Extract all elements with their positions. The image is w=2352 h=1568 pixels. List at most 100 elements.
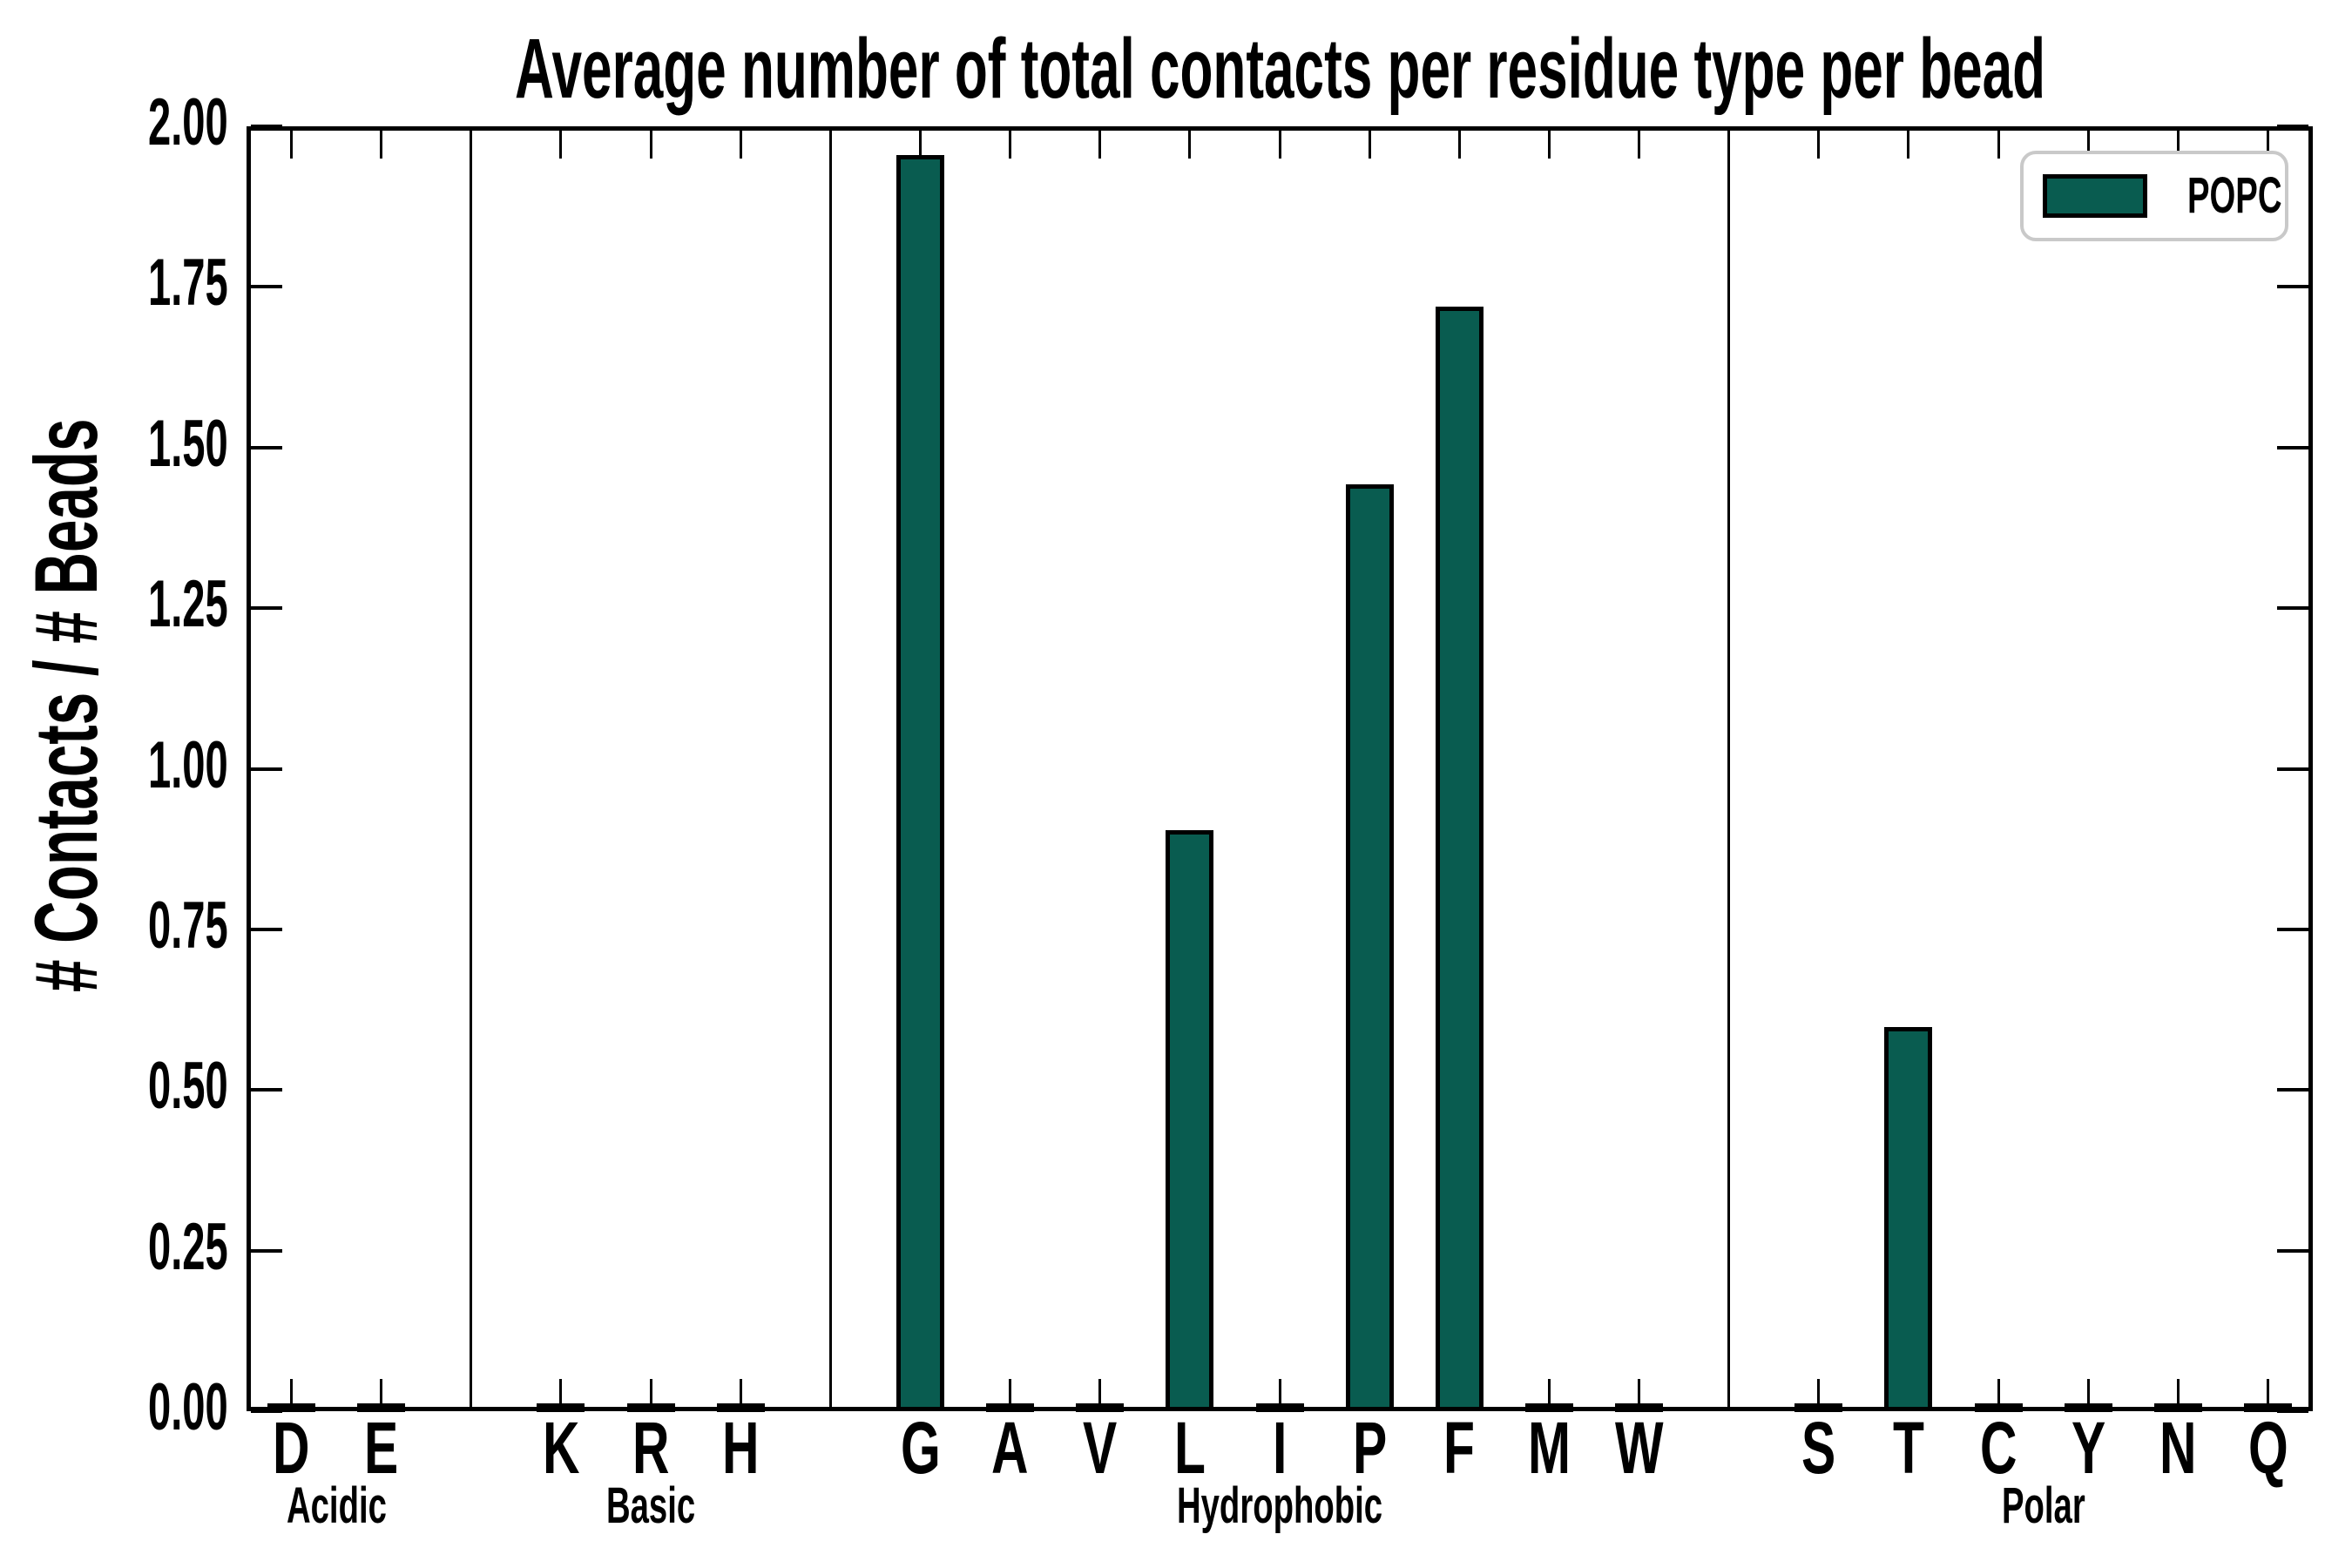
x-tick-mark-bottom-S [1817,1379,1821,1407]
y-tick-label-0.75: 0.75 [148,888,228,963]
bar-V [1076,1403,1125,1412]
bar-L [1166,830,1214,1411]
x-tick-mark-top-H [739,131,742,159]
bar-C [1974,1403,2023,1412]
x-tick-label-C: C [1979,1407,2017,1489]
legend-swatch [2043,174,2147,218]
x-tick-label-Q: Q [2247,1407,2288,1489]
x-tick-label-A: A [991,1407,1029,1489]
y-tick-label-1.50: 1.50 [148,406,228,481]
x-tick-mark-bottom-C [1997,1379,2000,1407]
y-tick-mark-left [251,927,282,931]
bar-D [267,1403,316,1412]
y-tick-mark-right [2277,606,2308,611]
group-separator-1 [828,131,832,1407]
x-tick-label-S: S [1801,1407,1836,1489]
x-tick-label-H: H [721,1407,760,1489]
x-tick-mark-bottom-I [1278,1379,1281,1407]
bar-F [1435,307,1484,1411]
y-tick-mark-left [251,1088,282,1092]
bar-H [716,1403,765,1412]
x-tick-mark-bottom-Q [2266,1379,2269,1407]
bar-Y [2064,1403,2112,1412]
x-tick-mark-bottom-N [2176,1379,2180,1407]
x-tick-mark-top-E [380,131,383,159]
y-axis-label: # Contacts / # Beads [17,418,116,993]
x-tick-label-W: W [1614,1407,1664,1489]
group-label-Polar: Polar [2001,1477,2085,1534]
x-tick-mark-top-P [1368,131,1371,159]
y-tick-mark-left [251,125,282,128]
x-tick-label-N: N [2159,1407,2197,1489]
y-tick-mark-right [2277,125,2308,128]
bar-I [1255,1403,1304,1412]
x-tick-label-Y: Y [2071,1407,2105,1489]
x-tick-mark-bottom-V [1098,1379,1102,1407]
y-tick-label-1.75: 1.75 [148,246,228,321]
x-tick-mark-bottom-E [380,1379,383,1407]
x-tick-mark-top-Y [2086,131,2090,159]
x-tick-mark-top-D [290,131,294,159]
bar-E [357,1403,406,1412]
group-label-Hydrophobic: Hydrophobic [1176,1477,1382,1534]
y-tick-label-1.00: 1.00 [148,727,228,802]
y-tick-label-2.00: 2.00 [148,85,228,159]
y-tick-mark-left [251,445,282,449]
x-tick-mark-top-T [1907,131,1910,159]
y-tick-mark-right [2277,1088,2308,1092]
y-tick-mark-left [251,285,282,289]
x-tick-mark-bottom-A [1009,1379,1012,1407]
x-tick-label-M: M [1527,1407,1571,1489]
y-tick-mark-right [2277,1409,2308,1413]
y-tick-mark-right [2277,1248,2308,1253]
bar-A [986,1403,1035,1412]
y-tick-mark-left [251,767,282,771]
x-tick-mark-top-L [1188,131,1192,159]
bar-Q [2243,1403,2292,1412]
x-tick-label-T: T [1893,1407,1924,1489]
x-tick-mark-top-W [1638,131,1641,159]
x-tick-mark-top-Q [2266,131,2269,159]
x-tick-mark-top-V [1098,131,1102,159]
x-tick-mark-top-G [918,131,922,159]
y-tick-label-1.25: 1.25 [148,567,228,642]
x-tick-label-E: E [364,1407,399,1489]
y-tick-mark-right [2277,285,2308,289]
bar-T [1884,1027,1933,1411]
legend-label: POPC [2187,167,2282,224]
x-tick-mark-bottom-R [649,1379,652,1407]
y-tick-mark-left [251,1409,282,1413]
y-tick-mark-right [2277,767,2308,771]
bar-S [1794,1403,1843,1412]
x-tick-label-I: I [1272,1407,1288,1489]
group-label-Acidic: Acidic [286,1477,387,1534]
x-tick-label-R: R [632,1407,670,1489]
group-separator-2 [1727,131,1731,1407]
x-tick-mark-top-N [2176,131,2180,159]
x-tick-mark-bottom-H [739,1379,742,1407]
x-tick-mark-top-K [559,131,563,159]
group-label-Basic: Basic [605,1477,696,1534]
y-tick-label-0.25: 0.25 [148,1209,228,1284]
bar-R [626,1403,675,1412]
y-tick-mark-right [2277,445,2308,449]
y-tick-label-0.00: 0.00 [148,1370,228,1444]
plot-area [247,126,2313,1411]
x-tick-mark-top-R [649,131,652,159]
x-tick-mark-top-F [1457,131,1461,159]
x-tick-label-L: L [1174,1407,1206,1489]
bar-N [2153,1403,2202,1412]
x-tick-label-P: P [1352,1407,1387,1489]
y-tick-mark-right [2277,927,2308,931]
x-tick-label-F: F [1443,1407,1476,1489]
x-tick-label-G: G [900,1407,941,1489]
bar-W [1615,1403,1664,1412]
legend-box: POPC [2020,151,2288,241]
x-tick-mark-bottom-D [290,1379,294,1407]
x-tick-mark-top-A [1009,131,1012,159]
group-separator-0 [470,131,473,1407]
x-tick-mark-bottom-Y [2086,1379,2090,1407]
bar-K [537,1403,585,1412]
chart-title: Average number of total contacts per res… [514,21,2045,116]
